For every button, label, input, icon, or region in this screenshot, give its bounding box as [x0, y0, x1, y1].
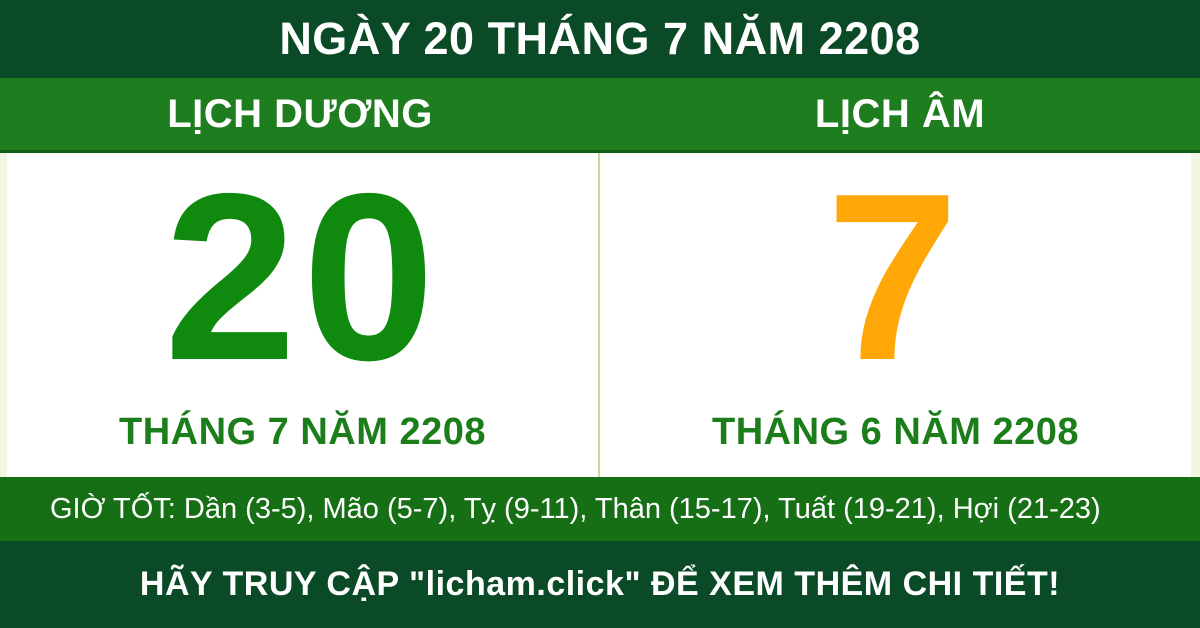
- lunar-month-year: THÁNG 6 NĂM 2208: [712, 411, 1079, 453]
- column-divider: [598, 153, 600, 477]
- solar-header-label: LỊCH DƯƠNG: [167, 91, 433, 136]
- calendar-body: 20 THÁNG 7 NĂM 2208 7 THÁNG 6 NĂM 2208: [0, 153, 1200, 477]
- solar-column: 20 THÁNG 7 NĂM 2208: [7, 153, 598, 477]
- lunar-header-cell: LỊCH ÂM: [600, 78, 1200, 150]
- good-hours-text: GIỜ TỐT: Dần (3-5), Mão (5-7), Tỵ (9-11)…: [50, 492, 1101, 525]
- date-banner: NGÀY 20 THÁNG 7 NĂM 2208: [0, 0, 1200, 78]
- solar-header-cell: LỊCH DƯƠNG: [0, 78, 600, 150]
- solar-month-year: THÁNG 7 NĂM 2208: [119, 411, 486, 453]
- lunar-day-number: 7: [826, 145, 965, 410]
- banner-title: NGÀY 20 THÁNG 7 NĂM 2208: [279, 13, 921, 64]
- solar-day-number: 20: [164, 145, 441, 410]
- lunar-header-label: LỊCH ÂM: [814, 91, 986, 136]
- calendar-type-bar: LỊCH DƯƠNG LỊCH ÂM: [0, 78, 1200, 153]
- lunar-column: 7 THÁNG 6 NĂM 2208: [600, 153, 1191, 477]
- good-hours-bar: GIỜ TỐT: Dần (3-5), Mão (5-7), Tỵ (9-11)…: [0, 477, 1200, 541]
- footer-cta-text: HÃY TRUY CẬP "licham.click" ĐỂ XEM THÊM …: [139, 565, 1061, 603]
- footer-cta-bar: HÃY TRUY CẬP "licham.click" ĐỂ XEM THÊM …: [0, 541, 1200, 628]
